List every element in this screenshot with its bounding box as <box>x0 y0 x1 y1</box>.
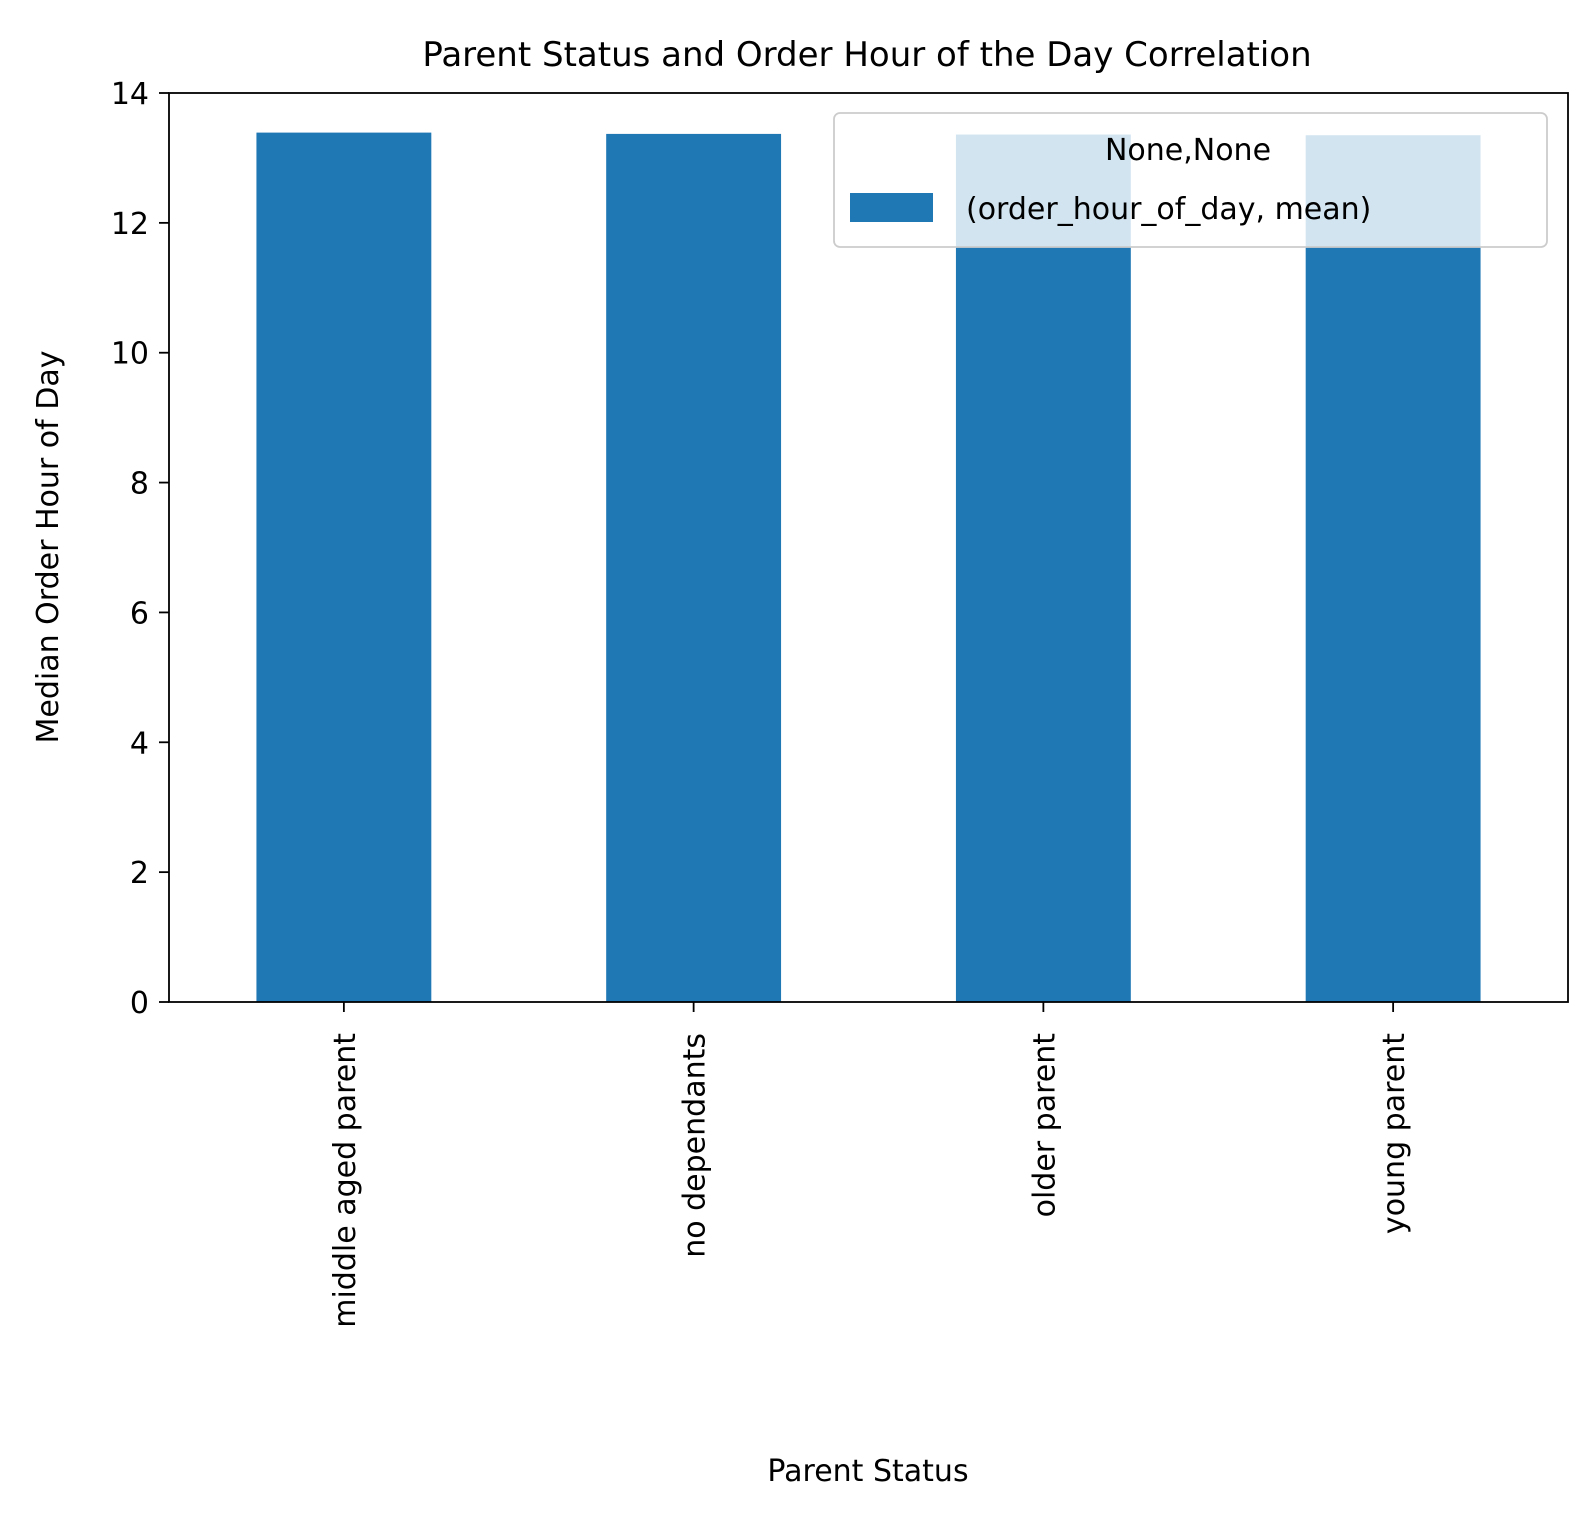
bar <box>1305 135 1481 1003</box>
y-tick-label: 6 <box>130 596 149 631</box>
y-axis-ticks: 0 2 4 6 8 10 12 14 <box>111 77 169 1021</box>
bar <box>606 133 782 1002</box>
y-tick-label: 4 <box>130 726 149 761</box>
y-tick-label: 2 <box>130 856 149 891</box>
bar <box>955 134 1131 1002</box>
x-tick-label: young parent <box>1377 1033 1412 1234</box>
y-tick-label: 8 <box>130 467 149 502</box>
x-axis-ticks: middle aged parent no dependants older par… <box>328 1002 1412 1328</box>
y-tick-label: 14 <box>111 77 149 112</box>
legend: None,None (order_hour_of_day, mean) <box>833 112 1548 248</box>
legend-label: (order_hour_of_day, mean) <box>966 192 1371 227</box>
x-axis-label: Parent Status <box>767 1454 968 1489</box>
x-tick-label: older parent <box>1027 1033 1062 1218</box>
legend-title: None,None <box>1105 133 1271 168</box>
legend-box <box>833 112 1548 248</box>
legend-swatch <box>850 193 933 222</box>
y-tick-label: 12 <box>111 207 149 242</box>
y-tick-label: 10 <box>111 337 149 372</box>
y-tick-label: 0 <box>130 986 149 1021</box>
plot-frame <box>168 92 1569 1003</box>
x-tick-label: no dependants <box>678 1033 713 1258</box>
bars <box>256 132 1481 1003</box>
chart-title: Parent Status and Order Hour of the Day … <box>422 35 1311 75</box>
y-axis-label: Median Order Hour of Day <box>31 351 66 744</box>
x-tick-label: middle aged parent <box>328 1033 363 1328</box>
bar <box>256 132 432 1002</box>
